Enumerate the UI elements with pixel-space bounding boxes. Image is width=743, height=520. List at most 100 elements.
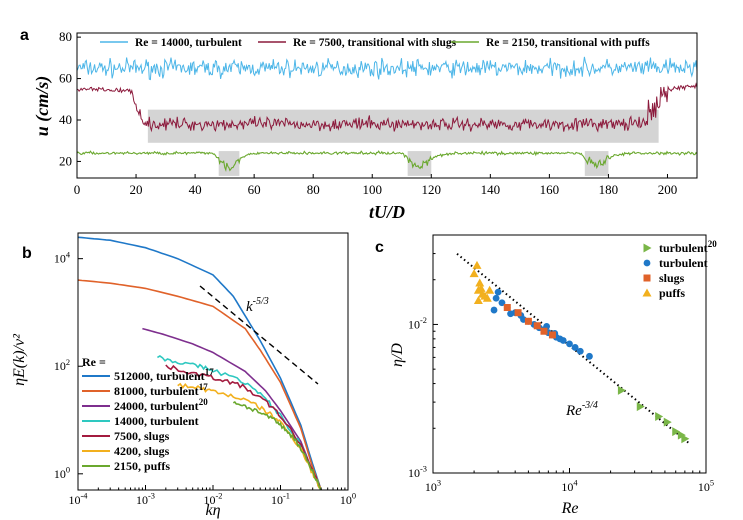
b-xtick-label: 100: [340, 492, 356, 507]
b-legend-title: Re =: [82, 355, 106, 369]
b-xtick-label: 10-2: [204, 492, 223, 507]
c-point-triangle-right: [655, 412, 664, 422]
c-point-triangle-right: [663, 417, 672, 427]
c-point-triangle-up: [469, 269, 479, 278]
c-point-circle: [494, 288, 502, 296]
c-point-square: [514, 309, 522, 317]
panel-b-ylabel: ηE(k)/ν²: [11, 333, 28, 386]
c-point-circle: [559, 337, 567, 344]
b-series-line-24000: [142, 327, 322, 491]
a-xtick-label: 160: [540, 182, 560, 197]
a-ytick-label: 20: [59, 153, 72, 168]
b-ytick-label: 102: [54, 358, 70, 373]
panel-c-xlabel: Re: [561, 500, 579, 517]
a-legend-label: Re = 7500, transitional with slugs: [293, 37, 457, 49]
b-legend-label: 7500, slugs: [114, 429, 170, 443]
c-ytick-label: 10-2: [408, 316, 427, 331]
c-point-triangle-up: [473, 295, 483, 304]
a-xtick-label: 200: [658, 182, 678, 197]
panel-label-c: c: [375, 239, 384, 256]
a-legend-label: Re = 14000, turbulent: [135, 37, 242, 49]
c-legend-marker: [643, 259, 651, 267]
a-xtick-label: 60: [248, 182, 261, 197]
b-xtick-label: 10-1: [271, 492, 290, 507]
panel-a-ylabel: u (cm/s): [32, 76, 53, 137]
b-slope-guide-line: [199, 285, 319, 385]
c-point-triangle-up: [475, 278, 485, 287]
c-xtick-label: 103: [425, 479, 441, 494]
c-point-circle: [498, 299, 506, 307]
panel-label-b: b: [22, 245, 32, 262]
a-ytick-label: 80: [59, 29, 72, 44]
a-ytick-label: 60: [59, 71, 72, 86]
b-ytick-label: 100: [54, 465, 70, 480]
c-xtick-label: 104: [561, 479, 578, 494]
b-legend-label: 81000, turbulent17: [114, 382, 208, 398]
c-legend-label: turbulent20: [659, 239, 717, 255]
c-fit-annotation: Re-3/4: [565, 400, 598, 419]
c-point-triangle-up: [476, 283, 486, 292]
b-legend-label: 4200, slugs: [114, 444, 170, 458]
b-slope-annotation: k-5/3: [246, 296, 269, 315]
b-ytick-label: 104: [54, 250, 71, 265]
c-legend-label: puffs: [659, 286, 685, 300]
c-point-triangle-up: [485, 285, 495, 294]
b-legend-label: 14000, turbulent: [114, 414, 199, 428]
b-legend-label: 24000, turbulent20: [114, 397, 208, 413]
a-xtick-label: 100: [362, 182, 382, 197]
c-point-square: [533, 322, 541, 330]
b-series-line-512000: [77, 236, 322, 491]
a-xtick-label: 120: [422, 182, 442, 197]
a-xtick-label: 20: [130, 182, 143, 197]
panel-c: 103 104 105 10-3 10-2 turbulent20turbulentsl…: [389, 234, 717, 517]
c-point-square: [540, 327, 548, 335]
c-xtick-label: 105: [698, 479, 714, 494]
c-point-circle: [566, 340, 573, 348]
c-point-triangle-right: [672, 427, 681, 437]
b-legend-label: 2150, puffs: [114, 459, 170, 473]
series-re2150-line: [76, 150, 698, 172]
b-series-line-2150: [232, 400, 322, 491]
c-point-circle: [507, 310, 514, 318]
c-point-circle: [490, 306, 498, 314]
panel-a-xlabel: tU/D: [369, 202, 405, 222]
shaded-region-2: [407, 151, 432, 176]
c-point-square: [548, 331, 556, 339]
c-point-circle: [586, 352, 593, 360]
c-point-triangle-right: [681, 434, 690, 444]
b-series-line-4200: [177, 382, 322, 491]
c-point-triangle-up: [482, 293, 492, 302]
b-series-line-7500: [165, 364, 322, 491]
b-legend-label: 512000, turbulent17: [114, 367, 214, 383]
c-point-square: [503, 304, 511, 312]
panel-b-xlabel: kη: [205, 502, 220, 519]
panel-a-frame: [76, 32, 698, 179]
panel-b: 10-4 10-3 10-2 10-1 100 100 102 104 Re = 512000,…: [11, 232, 356, 519]
shaded-region-1: [218, 151, 240, 176]
c-point-circle: [576, 347, 584, 355]
a-legend-label: Re = 2150, transitional with puffs: [486, 37, 650, 49]
a-ytick-label: 40: [59, 112, 72, 127]
c-legend-label: slugs: [659, 271, 685, 285]
c-point-triangle-up: [472, 260, 482, 269]
c-ytick-label: 10-3: [408, 465, 427, 480]
shaded-region-3: [584, 151, 609, 176]
c-legend-marker: [643, 274, 651, 282]
series-re7500-line: [76, 82, 698, 133]
c-point-triangle-right: [636, 402, 645, 412]
a-xtick-label: 180: [599, 182, 619, 197]
panel-c-ylabel: η/D: [389, 343, 406, 367]
c-point-square: [524, 317, 532, 325]
b-xtick-label: 10-3: [136, 492, 155, 507]
c-legend-marker: [643, 243, 652, 253]
a-xtick-label: 80: [307, 182, 320, 197]
c-legend-label: turbulent: [659, 256, 708, 270]
b-series-line-81000: [77, 279, 322, 491]
c-point-circle: [492, 294, 500, 302]
a-xtick-label: 0: [74, 182, 81, 197]
series-re14000-line: [76, 56, 698, 81]
c-point-triangle-right: [617, 385, 626, 395]
panel-label-a: a: [20, 27, 29, 44]
